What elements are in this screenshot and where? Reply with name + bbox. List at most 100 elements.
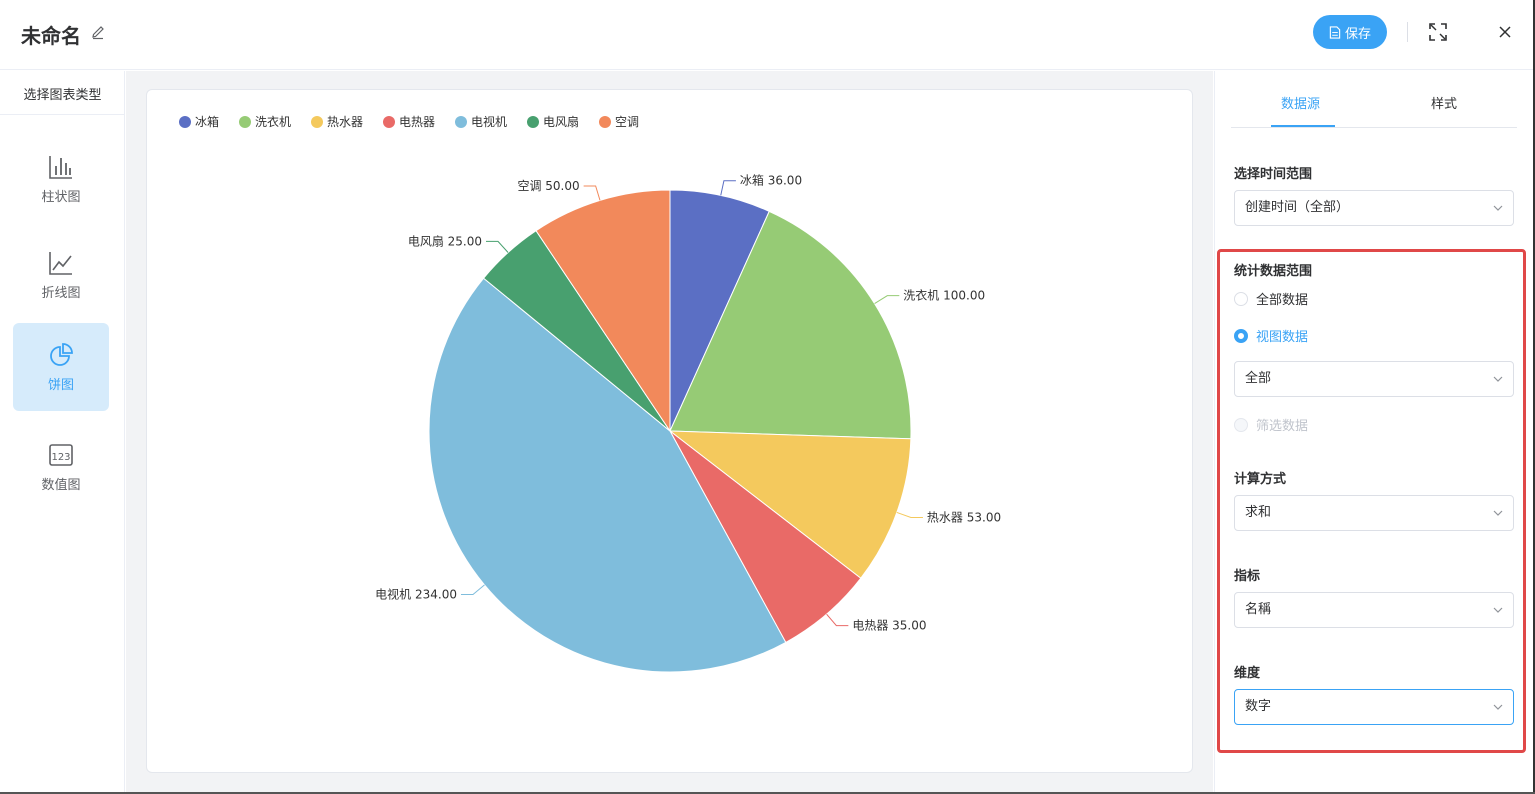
bar-chart-icon <box>49 155 72 179</box>
metric-value: 名稱 <box>1245 602 1272 617</box>
line-chart-icon <box>49 251 72 275</box>
calc-method-label: 计算方式 <box>1234 472 1287 487</box>
chevron-down-icon <box>1493 510 1503 516</box>
dimension-value: 数字 <box>1245 699 1272 714</box>
label-leader-line <box>485 240 509 253</box>
metric-select[interactable]: 名稱 <box>1234 592 1514 628</box>
chart-card: 冰箱 洗衣机 热水器 电热器 电视机 电风扇 空调冰箱 36.00 洗衣机 100.00 热水器… <box>146 89 1193 773</box>
chevron-down-icon <box>1493 376 1503 382</box>
label-leader-line <box>460 584 485 595</box>
chevron-down-icon <box>1493 607 1503 613</box>
radio-all-data[interactable]: 全部数据 <box>1234 289 1308 308</box>
chart-type-number[interactable]: 123 数值图 <box>13 423 109 511</box>
header-divider <box>1407 22 1408 42</box>
tab-style[interactable]: 样式 <box>1431 97 1458 112</box>
slice-data-label: 空调 50.00 <box>517 179 579 193</box>
window-edge-bottom <box>0 792 1535 794</box>
save-button-label: 保存 <box>1344 26 1371 42</box>
config-panel: 数据源 样式 选择时间范围 创建时间（全部） 统计数据范围 全部数据 视图数据 … <box>1214 71 1535 794</box>
legend-swatch <box>239 116 251 128</box>
radio-circle <box>1234 291 1248 306</box>
legend-swatch <box>455 116 467 128</box>
chart-type-label: 饼图 <box>47 377 74 393</box>
view-select[interactable]: 全部 <box>1234 361 1514 397</box>
calc-method-value: 求和 <box>1245 505 1272 520</box>
fullscreen-icon[interactable] <box>1428 22 1448 42</box>
radio-label: 筛选数据 <box>1256 419 1309 434</box>
svg-text:123: 123 <box>51 452 70 463</box>
chart-type-line[interactable]: 折线图 <box>13 231 109 319</box>
data-scope-label: 统计数据范围 <box>1234 264 1313 279</box>
slice-data-label: 电视机 234.00 <box>375 586 457 601</box>
slice-data-label: 冰箱 36.00 <box>740 173 802 188</box>
legend-item[interactable]: 热水器 <box>311 115 363 129</box>
close-icon[interactable] <box>1498 25 1512 39</box>
legend-item[interactable]: 电视机 <box>455 114 507 129</box>
metric-label: 指标 <box>1234 569 1261 584</box>
window-edge-right <box>1533 0 1535 794</box>
legend-item[interactable]: 空调 <box>599 115 639 129</box>
radio-circle <box>1234 417 1248 432</box>
chart-type-label: 柱状图 <box>41 189 81 205</box>
save-button[interactable]: 保存 <box>1313 15 1387 49</box>
legend-item[interactable]: 洗衣机 <box>239 114 291 129</box>
radio-view-data[interactable]: 视图数据 <box>1234 326 1308 345</box>
legend-swatch <box>179 116 191 128</box>
view-select-value: 全部 <box>1245 371 1272 386</box>
legend-label: 电热器 <box>399 115 435 129</box>
label-leader-line <box>874 295 900 305</box>
number-chart-icon: 123 <box>49 443 73 466</box>
chevron-down-icon <box>1493 205 1503 211</box>
chart-type-pie[interactable]: 饼图 <box>13 323 109 411</box>
radio-circle <box>1234 328 1248 343</box>
page-title: 未命名 <box>21 24 81 48</box>
label-leader-line <box>896 511 923 519</box>
legend-label: 热水器 <box>327 115 363 129</box>
pie-slice[interactable] <box>668 430 912 579</box>
pie-chart-icon <box>50 342 73 366</box>
legend-item[interactable]: 冰箱 <box>179 114 219 129</box>
pie-slice[interactable] <box>669 210 912 440</box>
config-tabs: 数据源 样式 <box>1231 71 1517 128</box>
label-leader-line <box>583 185 601 201</box>
radio-label: 视图数据 <box>1256 330 1309 345</box>
calc-method-select[interactable]: 求和 <box>1234 495 1514 531</box>
slice-data-label: 热水器 53.00 <box>927 511 1001 525</box>
radio-filter-data[interactable]: 筛选数据 <box>1234 415 1308 434</box>
chart-type-label: 数值图 <box>41 477 81 493</box>
legend-label: 电风扇 <box>543 114 579 129</box>
chevron-down-icon <box>1493 704 1503 710</box>
header-bar: 未命名 保存 <box>0 0 1535 70</box>
legend-swatch <box>383 116 395 128</box>
legend-swatch <box>599 116 611 128</box>
pie-slice[interactable] <box>535 189 671 433</box>
legend-label: 冰箱 <box>195 114 219 129</box>
dimension-select[interactable]: 数字 <box>1234 689 1514 725</box>
document-icon <box>1329 25 1341 39</box>
legend-item[interactable]: 电热器 <box>383 115 435 129</box>
chart-type-panel-title: 选择图表类型 <box>0 71 125 115</box>
chart-type-label: 折线图 <box>41 285 81 301</box>
legend-label: 洗衣机 <box>255 114 291 129</box>
label-leader-line <box>826 613 849 627</box>
slice-data-label: 电热器 35.00 <box>852 619 926 633</box>
legend-label: 空调 <box>615 115 639 129</box>
radio-label: 全部数据 <box>1256 293 1309 308</box>
pie-slice[interactable] <box>428 277 787 673</box>
slice-data-label: 电风扇 25.00 <box>408 233 482 248</box>
tab-data-source[interactable]: 数据源 <box>1281 97 1321 112</box>
active-tab-indicator <box>1271 125 1335 127</box>
chart-canvas-area: 冰箱 洗衣机 热水器 电热器 电视机 电风扇 空调冰箱 36.00 洗衣机 100.00 热水器… <box>126 71 1213 794</box>
legend-item[interactable]: 电风扇 <box>527 114 579 129</box>
time-range-label: 选择时间范围 <box>1234 167 1313 182</box>
edit-title-icon[interactable] <box>90 24 106 40</box>
time-range-value: 创建时间（全部） <box>1245 200 1350 215</box>
slice-data-label: 洗衣机 100.00 <box>903 288 985 303</box>
legend-label: 电视机 <box>471 114 507 129</box>
label-leader-line <box>720 180 736 196</box>
chart-type-bar[interactable]: 柱状图 <box>13 135 109 223</box>
time-range-select[interactable]: 创建时间（全部） <box>1234 190 1514 226</box>
legend-swatch <box>311 116 323 128</box>
chart-type-panel: 选择图表类型 柱状图 折线图 饼图 123 数值图 <box>0 71 125 794</box>
